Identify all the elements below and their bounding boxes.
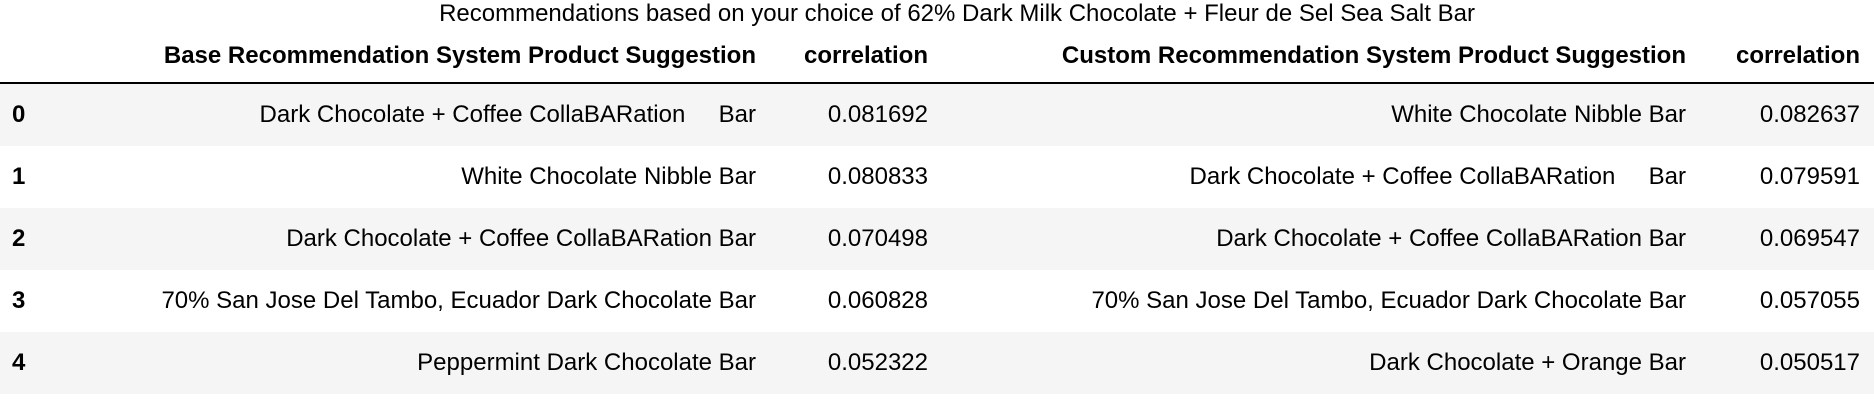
base-suggestion-cell: 70% San Jose Del Tambo, Ecuador Dark Cho… <box>50 270 770 332</box>
table-caption: Recommendations based on your choice of … <box>439 0 1475 27</box>
row-index: 2 <box>0 208 50 270</box>
base-correlation-cell: 0.070498 <box>770 208 942 270</box>
row-index: 1 <box>0 146 50 208</box>
custom-correlation-cell: 0.079591 <box>1700 146 1874 208</box>
custom-correlation-cell: 0.069547 <box>1700 208 1874 270</box>
table-row: 2 Dark Chocolate + Coffee CollaBARation … <box>0 208 1874 270</box>
table-body: 0 Dark Chocolate + Coffee CollaBARation … <box>0 83 1874 394</box>
custom-correlation-cell: 0.082637 <box>1700 83 1874 146</box>
custom-correlation-cell: 0.057055 <box>1700 270 1874 332</box>
header-index <box>0 42 50 84</box>
base-suggestion-cell: Dark Chocolate + Coffee CollaBARation Ba… <box>50 208 770 270</box>
custom-suggestion-cell: White Chocolate Nibble Bar <box>942 83 1700 146</box>
table-row: 4 Peppermint Dark Chocolate Bar 0.052322… <box>0 332 1874 394</box>
base-suggestion-cell: Dark Chocolate + Coffee CollaBARation Ba… <box>50 83 770 146</box>
custom-suggestion-cell: 70% San Jose Del Tambo, Ecuador Dark Cho… <box>942 270 1700 332</box>
header-base-correlation: correlation <box>770 42 942 84</box>
custom-suggestion-cell: Dark Chocolate + Orange Bar <box>942 332 1700 394</box>
base-correlation-cell: 0.060828 <box>770 270 942 332</box>
header-base-suggestion: Base Recommendation System Product Sugge… <box>50 42 770 84</box>
table-row: 1 White Chocolate Nibble Bar 0.080833 Da… <box>0 146 1874 208</box>
row-index: 0 <box>0 83 50 146</box>
table-header: Base Recommendation System Product Sugge… <box>0 42 1874 84</box>
custom-suggestion-cell: Dark Chocolate + Coffee CollaBARation Ba… <box>942 208 1700 270</box>
recommendations-table: Base Recommendation System Product Sugge… <box>0 42 1874 394</box>
row-index: 4 <box>0 332 50 394</box>
table-row: 3 70% San Jose Del Tambo, Ecuador Dark C… <box>0 270 1874 332</box>
custom-correlation-cell: 0.050517 <box>1700 332 1874 394</box>
table-row: 0 Dark Chocolate + Coffee CollaBARation … <box>0 83 1874 146</box>
base-suggestion-cell: Peppermint Dark Chocolate Bar <box>50 332 770 394</box>
base-correlation-cell: 0.052322 <box>770 332 942 394</box>
base-correlation-cell: 0.081692 <box>770 83 942 146</box>
header-custom-correlation: correlation <box>1700 42 1874 84</box>
base-suggestion-cell: White Chocolate Nibble Bar <box>50 146 770 208</box>
header-row: Base Recommendation System Product Sugge… <box>0 42 1874 84</box>
row-index: 3 <box>0 270 50 332</box>
base-correlation-cell: 0.080833 <box>770 146 942 208</box>
header-custom-suggestion: Custom Recommendation System Product Sug… <box>942 42 1700 84</box>
custom-suggestion-cell: Dark Chocolate + Coffee CollaBARation Ba… <box>942 146 1700 208</box>
